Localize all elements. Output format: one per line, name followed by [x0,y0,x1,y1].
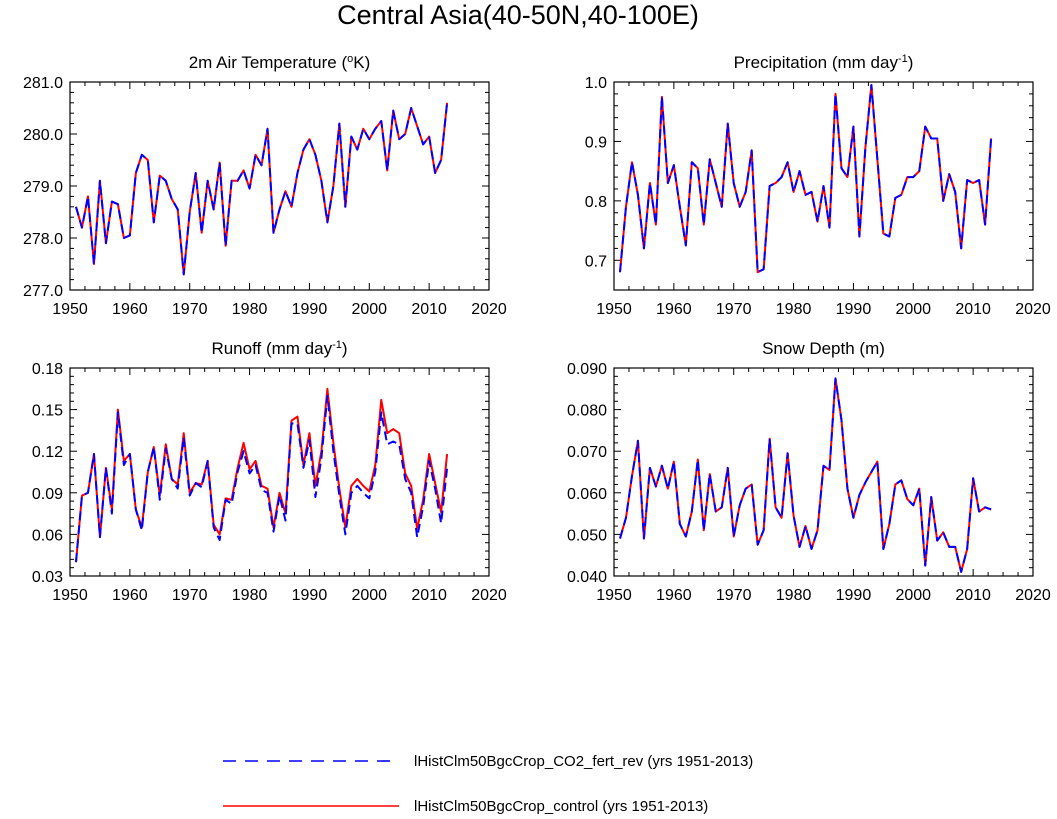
series-line-control [74,387,449,563]
y-tick-label: 1.0 [585,75,607,92]
series-line-control [619,377,992,573]
panel-title-tail: K) [353,53,370,72]
panel-temperature: 2m Air Temperature (oK) 1950 1960 1970 1980 1… [23,53,507,318]
y-tick-label: 0.03 [32,569,63,586]
y-tick-label: 0.050 [567,527,607,544]
x-tick-label: 1950 [52,301,88,318]
x-tick-label: 2010 [955,587,991,604]
panel-title-superscript: -1 [332,339,342,351]
x-tick-label: 2020 [1015,587,1051,604]
x-tick-label: 1980 [776,301,812,318]
x-tick-label: 2000 [895,301,931,318]
panel-title-runoff: Runoff (mm day-1) [211,339,347,358]
y-tick-label: 0.9 [585,134,607,151]
panel-title-text: Runoff (mm day [211,339,332,358]
x-tick-label: 2000 [895,587,931,604]
panel-precipitation: Precipitation (mm day-1) 1950 1960 1970 1980… [585,53,1051,318]
legend-label-control: lHistClm50BgcCrop_control (yrs 1951-2013… [414,798,708,815]
x-tick-label: 2010 [411,301,447,318]
y-tick-label: 277.0 [23,283,63,300]
x-tick-label: 2020 [471,301,507,318]
x-tick-label: 1970 [172,587,208,604]
x-tick-label: 2000 [351,301,387,318]
x-tick-label: 1960 [112,301,148,318]
x-tick-label: 1950 [52,587,88,604]
y-tick-label: 0.06 [32,527,63,544]
series-line-co2-fert [74,394,449,563]
x-tick-label: 2020 [471,587,507,604]
panel-snow-depth: Snow Depth (m) 1950 1960 1970 1980 1990 2000 20… [567,339,1051,604]
x-tick-label: 1990 [836,301,872,318]
y-tick-label: 278.0 [23,231,63,248]
x-tick-label: 1970 [716,587,752,604]
x-tick-label: 1960 [656,587,692,604]
x-tick-label: 1960 [656,301,692,318]
y-tick-label: 0.090 [567,361,607,378]
y-tick-label: 0.15 [32,403,63,420]
panel-title-superscript: o [347,53,353,65]
figure-title: Central Asia(40-50N,40-100E) [337,0,699,30]
x-tick-label: 2010 [411,587,447,604]
series-line-co2-fert [618,83,993,274]
x-tick-label: 1990 [292,301,328,318]
x-tick-label: 1980 [776,587,812,604]
y-tick-label: 0.18 [32,361,63,378]
panel-runoff: Runoff (mm day-1) 1950 1960 1970 1980 1990 200… [32,339,507,604]
legend: lHistClm50BgcCrop_CO2_fert_rev (yrs 1951… [223,753,753,815]
x-tick-label: 1950 [596,587,632,604]
panel-title-precipitation: Precipitation (mm day-1) [734,53,914,72]
panel-title-text: 2m Air Temperature ( [189,53,348,72]
y-tick-label: 0.060 [567,486,607,503]
y-tick-label: 0.12 [32,444,63,461]
y-tick-label: 0.040 [567,569,607,586]
series-line-co2-fert [75,102,449,276]
y-tick-label: 279.0 [23,179,63,196]
x-tick-label: 2020 [1015,301,1051,318]
x-tick-label: 1980 [232,587,268,604]
legend-label-co2-fert: lHistClm50BgcCrop_CO2_fert_rev (yrs 1951… [414,753,753,770]
panels-group: 2m Air Temperature (oK) 1950 1960 1970 1980 1… [23,53,1051,604]
x-tick-label: 1970 [716,301,752,318]
panel-title-text: Precipitation (mm day [734,53,899,72]
y-tick-label: 0.070 [567,444,607,461]
y-tick-label: 0.080 [567,403,607,420]
plot-frame-temperature [69,81,490,291]
x-tick-label: 1950 [596,301,632,318]
panel-title-text: Snow Depth (m) [762,339,885,358]
panel-title-tail: ) [342,339,348,358]
y-tick-label: 281.0 [23,75,63,92]
y-tick-label: 0.8 [585,194,607,211]
panel-title-tail: ) [908,53,914,72]
x-tick-label: 1990 [292,587,328,604]
panel-title-temperature: 2m Air Temperature (oK) [189,53,371,72]
x-tick-label: 1970 [172,301,208,318]
series-line-co2-fert [619,377,992,573]
y-tick-label: 0.7 [585,253,607,270]
x-tick-label: 2010 [955,301,991,318]
x-tick-label: 1960 [112,587,148,604]
panel-title-snow-depth: Snow Depth (m) [762,339,885,358]
series-line-control [75,102,449,276]
y-tick-label: 0.09 [32,486,63,503]
x-tick-label: 1980 [232,301,268,318]
x-tick-label: 1990 [836,587,872,604]
y-tick-label: 280.0 [23,127,63,144]
panel-title-superscript: -1 [898,53,908,65]
x-tick-label: 2000 [351,587,387,604]
